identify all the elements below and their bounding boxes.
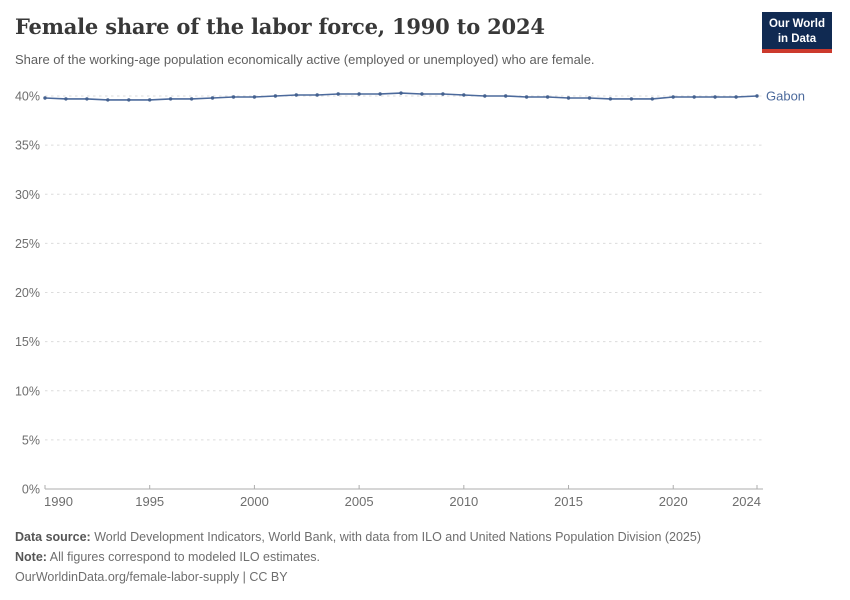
data-point[interactable] — [64, 97, 68, 101]
data-point[interactable] — [483, 94, 487, 98]
data-point[interactable] — [587, 96, 592, 100]
data-point[interactable] — [420, 92, 424, 96]
x-tick-label: 1995 — [135, 494, 164, 509]
x-tick-label: 2005 — [345, 494, 374, 509]
license-separator: | — [239, 570, 250, 584]
data-point[interactable] — [713, 95, 717, 99]
data-point[interactable] — [294, 93, 298, 97]
data-source-line: Data source: World Development Indicator… — [15, 527, 835, 547]
data-point[interactable] — [231, 95, 236, 99]
note-label: Note: — [15, 550, 47, 564]
data-point[interactable] — [545, 95, 550, 99]
cc-by-link[interactable]: CC BY — [249, 570, 288, 584]
data-point[interactable] — [629, 97, 634, 101]
x-tick-label: 2015 — [554, 494, 583, 509]
data-point[interactable] — [168, 97, 173, 101]
x-tick-label: 2000 — [240, 494, 269, 509]
data-point[interactable] — [755, 94, 759, 98]
data-point[interactable] — [378, 92, 382, 96]
y-tick-label: 15% — [15, 335, 40, 349]
data-point[interactable] — [734, 95, 738, 99]
x-tick-label: 2010 — [449, 494, 478, 509]
y-tick-label: 20% — [15, 286, 40, 300]
data-point[interactable] — [671, 95, 675, 99]
logo-text-line1: Our World — [768, 18, 825, 30]
owid-url-link[interactable]: OurWorldinData.org/female-labor-supply — [15, 570, 240, 584]
data-point[interactable] — [210, 96, 215, 100]
series-end-label[interactable]: Gabon — [766, 89, 805, 104]
logo-text-line2: in Data — [777, 32, 817, 45]
data-point[interactable] — [252, 95, 257, 99]
data-point[interactable] — [189, 97, 194, 101]
data-point[interactable] — [148, 98, 152, 102]
data-point[interactable] — [357, 92, 361, 96]
y-tick-label: 5% — [22, 433, 40, 447]
data-point[interactable] — [336, 92, 340, 96]
y-tick-label: 0% — [22, 483, 40, 497]
chart-footer: Data source: World Development Indicator… — [15, 527, 835, 587]
data-source-text: World Development Indicators, World Bank… — [94, 530, 701, 544]
x-tick-label: 2020 — [659, 494, 688, 509]
y-tick-label: 30% — [15, 188, 40, 202]
license-line: OurWorldinData.org/female-labor-supply |… — [15, 567, 835, 587]
data-point[interactable] — [608, 97, 613, 101]
data-point[interactable] — [43, 96, 47, 100]
data-point[interactable] — [273, 94, 278, 98]
data-point[interactable] — [106, 98, 110, 102]
note-text: All figures correspond to modeled ILO es… — [49, 550, 321, 564]
data-point[interactable] — [462, 93, 466, 97]
data-point[interactable] — [127, 98, 131, 102]
note-line: Note: All figures correspond to modeled … — [15, 547, 835, 567]
data-point[interactable] — [524, 95, 529, 99]
data-point[interactable] — [692, 95, 696, 99]
data-point[interactable] — [85, 97, 89, 101]
y-tick-label: 25% — [15, 237, 40, 251]
data-point[interactable] — [566, 96, 571, 100]
data-point[interactable] — [399, 91, 403, 95]
data-point[interactable] — [315, 93, 319, 97]
y-tick-label: 35% — [15, 139, 40, 153]
y-tick-label: 10% — [15, 384, 40, 398]
chart-svg[interactable]: 0% 5% 10% 15% 20% 25% 30% 35% 40% 1990 1995 2000 200… — [0, 75, 850, 525]
chart-subtitle: Share of the working-age population econ… — [15, 52, 595, 67]
chart-canvas[interactable]: 0% 5% 10% 15% 20% 25% 30% 35% 40% 1990 1995 2000 200… — [0, 75, 850, 525]
x-tick-label: 1990 — [44, 494, 73, 509]
data-point[interactable] — [504, 94, 508, 98]
y-tick-label: 40% — [15, 90, 40, 104]
data-point[interactable] — [650, 97, 654, 101]
page-title: Female share of the labor force, 1990 to… — [15, 14, 545, 39]
owid-logo[interactable]: Our World in Data — [761, 12, 832, 54]
x-tick-label: 2024 — [732, 494, 761, 509]
data-point[interactable] — [441, 92, 445, 96]
data-source-label: Data source: — [15, 530, 91, 544]
